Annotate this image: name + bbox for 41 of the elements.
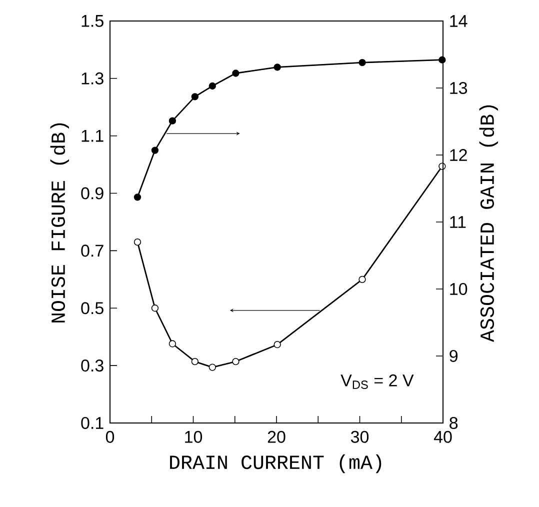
annotation: V$_{DS}$ = 2 V	[340, 374, 414, 389]
point	[191, 93, 199, 100]
point	[168, 117, 176, 124]
point	[208, 364, 216, 371]
y-tick-label: 1.1	[82, 130, 104, 142]
point	[232, 358, 240, 366]
x-tick-label: 30	[350, 430, 369, 443]
y2-tick-label: 13	[450, 82, 468, 94]
point	[134, 238, 142, 246]
point	[358, 58, 366, 66]
y2-tick-label: 11	[450, 216, 466, 228]
point	[358, 276, 366, 283]
y2-axis-title: ASSOCIATED GAIN (dB)	[479, 105, 498, 342]
point	[274, 341, 281, 348]
point	[151, 304, 159, 312]
point	[191, 358, 199, 366]
point	[168, 340, 176, 348]
y2-tick-label: 10	[450, 282, 468, 296]
y2-tick-label: 8	[450, 416, 458, 430]
point	[134, 194, 142, 201]
y-axis-title: NOISE FIGURE (dB)	[50, 123, 69, 322]
y-tick-label: 0.7	[81, 244, 104, 257]
point	[274, 64, 281, 71]
x-axis-title: DRAIN CURRENT (mA)	[170, 454, 382, 474]
y-tick-label: 0.3	[81, 360, 104, 372]
x-tick-label: 0	[106, 430, 114, 443]
y-tick-label: 0.1	[81, 416, 104, 430]
point	[208, 82, 216, 90]
x-tick-label: 10	[185, 430, 202, 443]
y2-tick-label: 12	[450, 149, 467, 161]
y2-tick-label: 9	[450, 350, 458, 362]
y-tick-label: 0.5	[81, 302, 104, 314]
x-tick-label: 40	[434, 430, 452, 443]
point	[232, 70, 240, 77]
y-tick-label: 1.5	[82, 15, 104, 27]
y-tick-label: 1.3	[82, 72, 104, 84]
point	[151, 146, 159, 154]
point	[438, 56, 446, 64]
y2-tick-label: 14	[450, 15, 468, 27]
y-tick-label: 0.9	[81, 187, 104, 200]
x-tick-label: 20	[268, 430, 286, 443]
